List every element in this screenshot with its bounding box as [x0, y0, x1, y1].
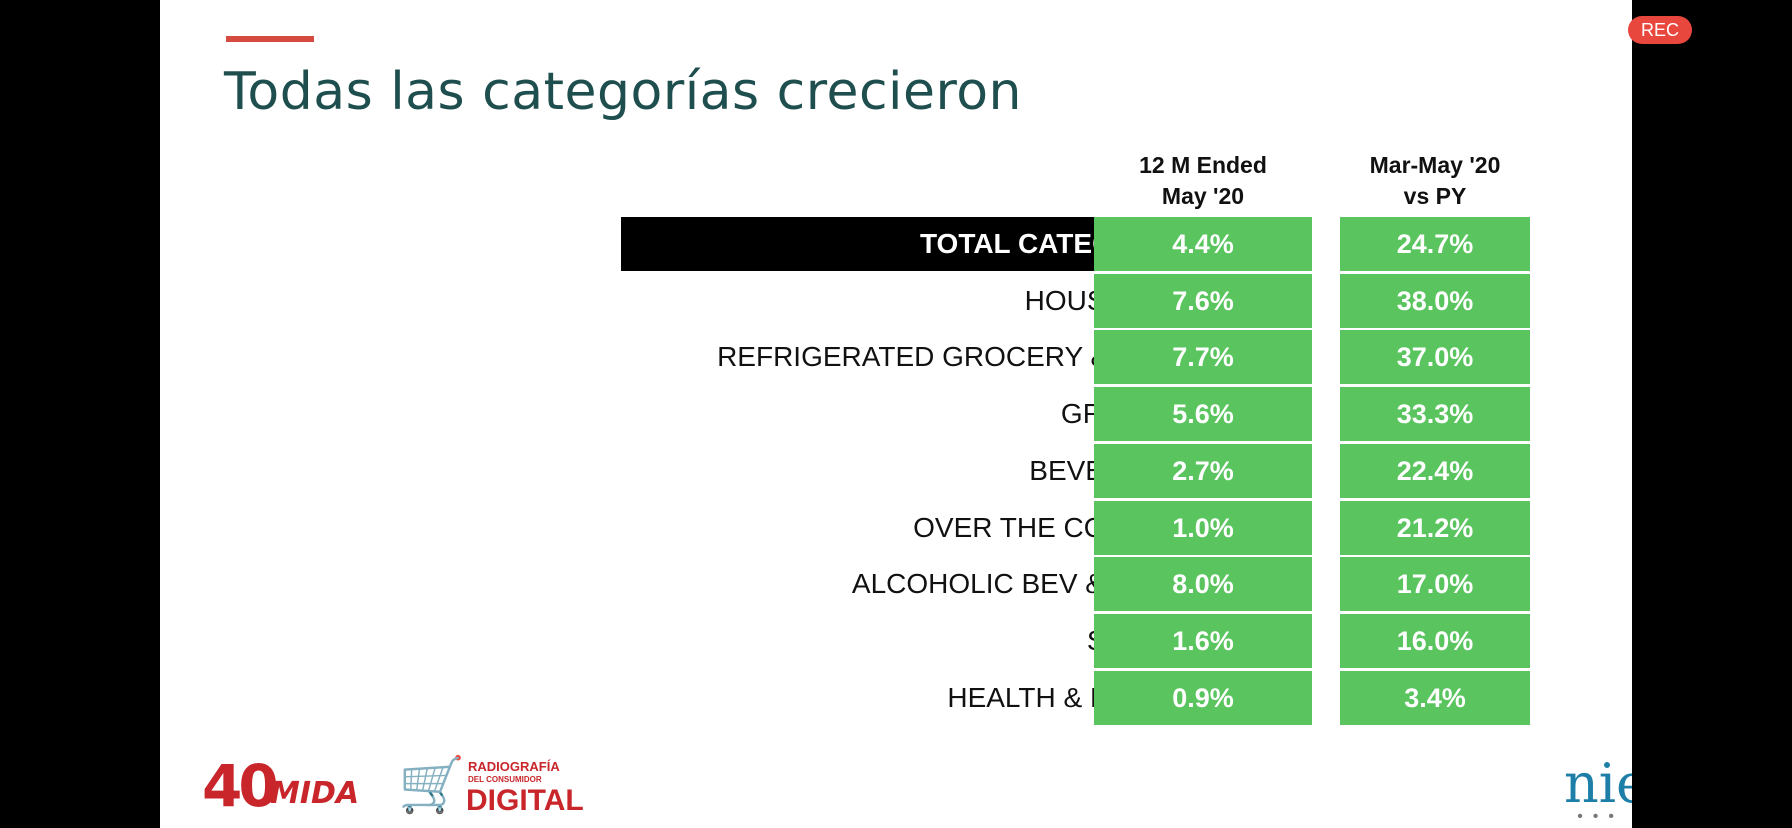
partner-logo-dots: •••: [1577, 808, 1624, 825]
mida-40-logo: 40: [202, 752, 279, 820]
table-row: HOUSEHOLD7.6%38.0%: [160, 273, 1632, 328]
table-row: GROCERY5.6%33.3%: [160, 387, 1632, 442]
value-12m-cell: 5.6%: [1094, 387, 1312, 442]
column-header-line: vs PY: [1403, 183, 1467, 209]
table-row: BEVERAGES2.7%22.4%: [160, 443, 1632, 498]
table-row: ALCOHOLIC BEV & CIGGS 8.0% 17.0%: [160, 557, 1632, 612]
mida-logo-text: MIDA: [270, 776, 360, 811]
value-mar-may-cell: 38.0%: [1340, 273, 1530, 328]
presentation-slide: Todas las categorías crecieron 12 M Ende…: [160, 0, 1632, 828]
column-header-line: May '20: [1161, 183, 1245, 209]
table-row: TOTAL CATEGORIES 4.4% 24.7%: [160, 217, 1632, 271]
value-mar-may-cell: 3.4%: [1340, 670, 1530, 725]
value-12m-cell: 8.0%: [1094, 557, 1312, 612]
slide-title: Todas las categorías crecieron: [224, 62, 1022, 122]
value-mar-may-cell: 37.0%: [1340, 330, 1530, 385]
column-header-mar-may: Mar-May '20 vs PY: [1340, 150, 1530, 212]
partner-logo: nie: [1564, 752, 1632, 815]
column-header-line: Mar-May '20: [1369, 152, 1501, 178]
value-mar-may-cell: 33.3%: [1340, 387, 1530, 442]
value-12m-cell: 1.6%: [1094, 613, 1312, 668]
title-accent-line: [226, 36, 314, 42]
column-header-12m: 12 M Ended May '20: [1094, 150, 1312, 212]
table-row: HEALTH & BEAUTY 0.9% 3.4%: [160, 670, 1632, 725]
value-12m-cell: 7.7%: [1094, 330, 1312, 385]
value-mar-may-cell: 21.2%: [1340, 500, 1530, 555]
value-12m-cell: 4.4%: [1094, 217, 1312, 271]
digital-label: DIGITAL: [466, 784, 584, 817]
column-header-line: 12 M Ended: [1139, 152, 1267, 178]
radiografia-label: RADIOGRAFÍA: [468, 759, 560, 774]
value-12m-cell: 1.0%: [1094, 500, 1312, 555]
consumidor-label: DEL CONSUMIDOR: [468, 775, 542, 784]
value-12m-cell: 0.9%: [1094, 670, 1312, 725]
value-12m-cell: 2.7%: [1094, 443, 1312, 498]
shopping-cart-icon: 🛒: [398, 755, 466, 815]
value-mar-may-cell: 22.4%: [1340, 443, 1530, 498]
table-row: SNACKS1.6%16.0%: [160, 613, 1632, 668]
table-row: REFRIGERATED GROCERY & DAIRY 7.7% 37.0%: [160, 330, 1632, 385]
recording-badge: REC: [1628, 16, 1692, 44]
value-12m-cell: 7.6%: [1094, 273, 1312, 328]
value-mar-may-cell: 24.7%: [1340, 217, 1530, 271]
table-row: OVER THE COUNTER 1.0% 21.2%: [160, 500, 1632, 555]
value-mar-may-cell: 17.0%: [1340, 557, 1530, 612]
value-mar-may-cell: 16.0%: [1340, 613, 1530, 668]
